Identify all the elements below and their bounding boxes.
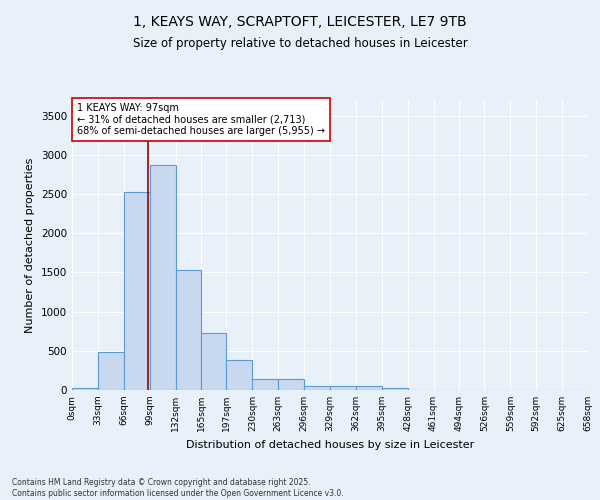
Bar xyxy=(149,165,176,390)
Text: 1 KEAYS WAY: 97sqm
← 31% of detached houses are smaller (2,713)
68% of semi-deta: 1 KEAYS WAY: 97sqm ← 31% of detached hou… xyxy=(77,103,325,136)
Bar xyxy=(202,333,226,390)
Bar xyxy=(356,386,382,390)
Bar xyxy=(304,386,330,390)
Text: Size of property relative to detached houses in Leicester: Size of property relative to detached ho… xyxy=(133,38,467,51)
X-axis label: Distribution of detached houses by size in Leicester: Distribution of detached houses by size … xyxy=(186,440,474,450)
Text: 1, KEAYS WAY, SCRAPTOFT, LEICESTER, LE7 9TB: 1, KEAYS WAY, SCRAPTOFT, LEICESTER, LE7 … xyxy=(133,15,467,29)
Bar xyxy=(124,192,149,390)
Bar xyxy=(278,379,304,390)
Bar xyxy=(253,379,278,390)
Bar xyxy=(176,270,202,390)
Bar xyxy=(72,388,98,390)
Bar xyxy=(98,352,124,390)
Y-axis label: Number of detached properties: Number of detached properties xyxy=(25,158,35,332)
Bar xyxy=(382,388,407,390)
Bar xyxy=(226,360,253,390)
Bar xyxy=(330,386,356,390)
Text: Contains HM Land Registry data © Crown copyright and database right 2025.
Contai: Contains HM Land Registry data © Crown c… xyxy=(12,478,344,498)
